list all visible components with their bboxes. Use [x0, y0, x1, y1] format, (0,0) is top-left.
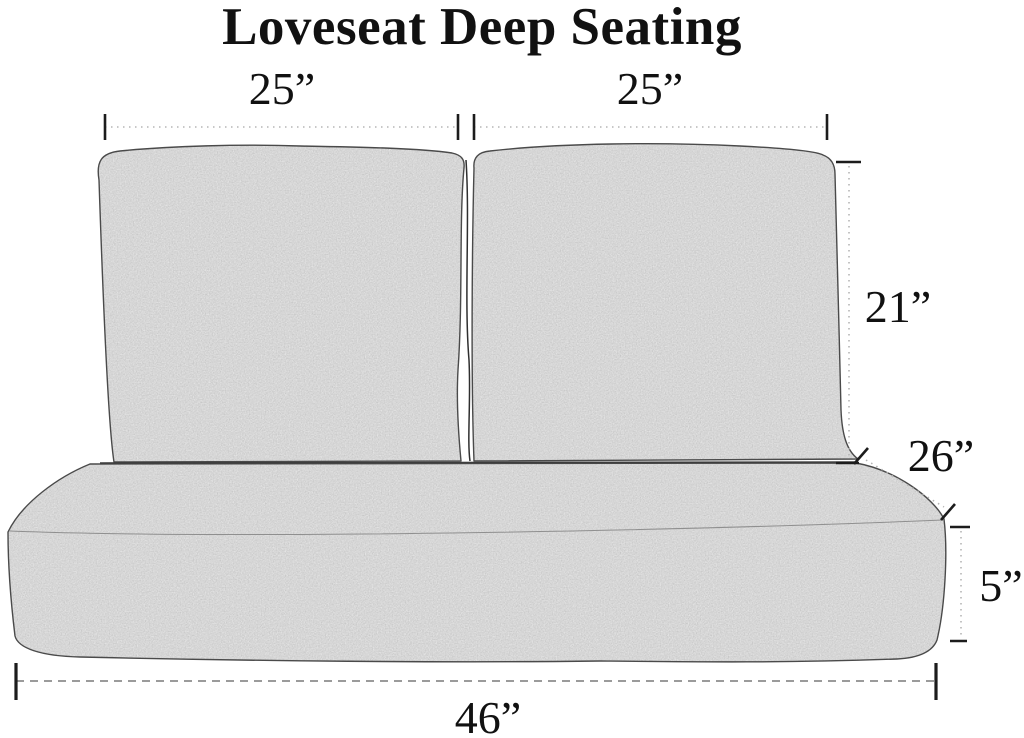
dim-seat-depth: 26”	[853, 430, 974, 521]
dim-tick-upper	[853, 447, 869, 465]
dim-label-back-left-width: 25”	[249, 63, 315, 114]
dim-back-left-width: 25”	[103, 63, 460, 140]
dim-label-seat-width: 46”	[455, 692, 521, 738]
dim-seat-width: 46”	[14, 663, 938, 738]
dim-tick-lower	[940, 503, 956, 521]
dim-label-back-height: 21”	[865, 281, 931, 332]
seat-cushion-shape	[8, 463, 946, 662]
dim-back-height: 21”	[836, 160, 931, 465]
dim-seat-thickness: 5”	[950, 525, 1023, 643]
dim-back-right-width: 25”	[472, 63, 829, 140]
page-title: Loveseat Deep Seating	[222, 0, 742, 56]
cushion-outlines	[7, 143, 947, 663]
back-cushion-right-outline	[471, 143, 859, 462]
dim-label-back-right-width: 25”	[617, 63, 683, 114]
back-cushion-left-shape	[98, 145, 465, 463]
dim-label-seat-depth: 26”	[908, 430, 974, 481]
back-cushion-right-shape	[472, 143, 858, 461]
seat-cushion-seam	[8, 519, 944, 535]
back-cushion-left-outline	[97, 144, 465, 463]
back-cushion-divider-line	[465, 159, 471, 462]
seat-back-edge-line	[99, 461, 859, 464]
seat-cushion-outline	[7, 462, 947, 663]
dim-label-seat-thickness: 5”	[979, 560, 1022, 611]
cushion-fills	[8, 143, 946, 662]
